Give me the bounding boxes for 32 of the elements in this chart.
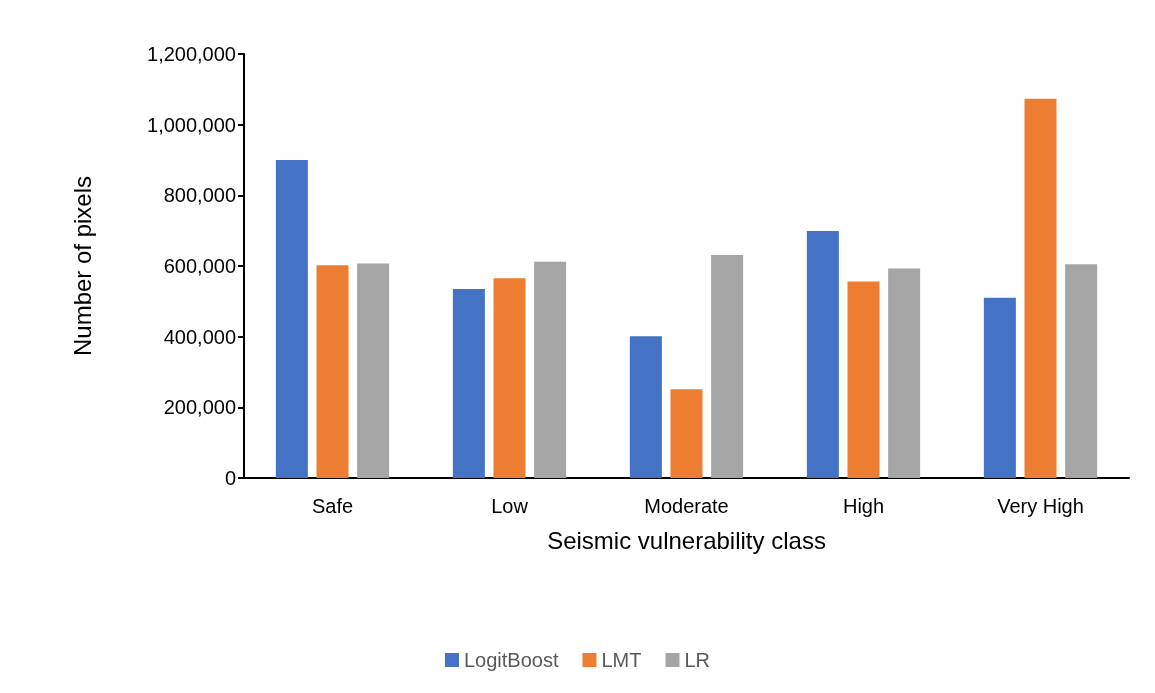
- y-tick-label: 400,000: [163, 325, 236, 348]
- bar: [629, 336, 662, 478]
- bar: [493, 278, 526, 478]
- bar: [452, 288, 485, 478]
- legend-label: LMT: [601, 649, 642, 671]
- y-tick-label: 1,000,000: [147, 113, 236, 136]
- y-tick-label: 800,000: [163, 184, 236, 207]
- x-tick-label: Low: [491, 495, 529, 517]
- y-tick-label: 200,000: [163, 396, 236, 419]
- bar: [670, 389, 703, 478]
- bar: [316, 265, 349, 478]
- bar: [806, 231, 839, 478]
- x-tick-label: Moderate: [644, 495, 729, 517]
- bar: [983, 297, 1016, 478]
- bar: [888, 268, 921, 478]
- legend-label: LR: [684, 649, 711, 671]
- legend-label: LogitBoost: [463, 649, 559, 671]
- x-axis-title: Seismic vulnerability class: [547, 526, 826, 554]
- bar: [275, 160, 308, 478]
- y-tick-label: 0: [224, 467, 236, 489]
- x-tick-label: Safe: [311, 495, 354, 517]
- x-tick-label: Very High: [997, 495, 1084, 517]
- bar: [1065, 264, 1098, 478]
- bar: [1024, 98, 1057, 478]
- bar: [534, 261, 567, 478]
- x-tick-label: High: [842, 495, 885, 517]
- bar: [711, 255, 744, 478]
- bar: [357, 263, 390, 478]
- y-tick-label: 1,200,000: [147, 43, 236, 65]
- y-tick-label: 600,000: [163, 255, 236, 277]
- y-axis-title: Number of pixels: [68, 175, 96, 357]
- bar: [847, 281, 880, 478]
